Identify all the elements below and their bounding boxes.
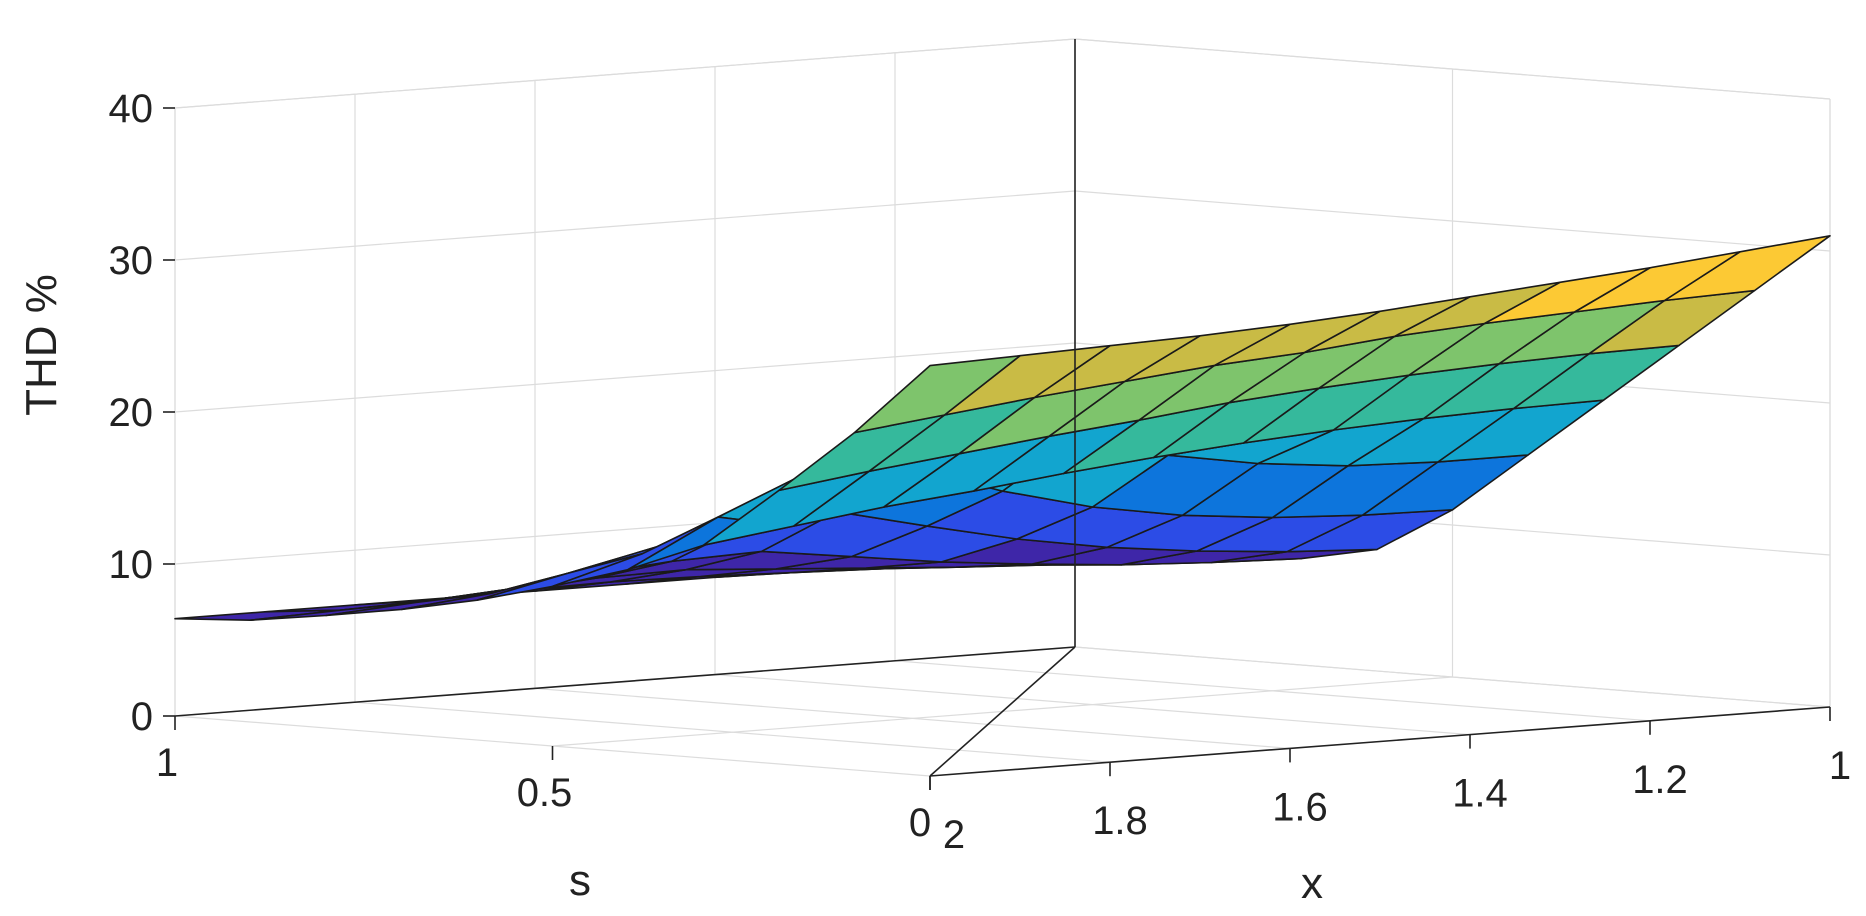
x-tick-label: 1.6	[1272, 785, 1328, 829]
surface-layer	[174, 235, 1831, 622]
x-tick-label: 1.2	[1632, 758, 1688, 802]
s-tick-label: 1	[156, 741, 178, 785]
grid-line	[534, 687, 1291, 749]
grid-line	[894, 660, 1651, 722]
surface-facet	[853, 354, 1021, 434]
s-tick-label: 0.5	[517, 771, 573, 815]
z-tick-label: 0	[131, 695, 153, 739]
z-tick-label: 30	[109, 239, 154, 283]
z-tick-label: 40	[109, 87, 154, 131]
grid-line	[1074, 646, 1831, 708]
grid-line	[174, 342, 1076, 413]
s-axis-title: s	[569, 856, 591, 905]
z-tick-label: 20	[109, 391, 154, 435]
z-tick-label: 10	[109, 543, 154, 587]
s-tick-label: 0	[909, 801, 931, 845]
grid-line	[714, 674, 1471, 736]
grid-line	[354, 701, 1111, 763]
x-axis-line	[929, 706, 1831, 777]
surface-facet	[325, 592, 493, 617]
x-tick-label: 1.8	[1092, 799, 1148, 843]
grid-line	[174, 190, 1076, 261]
grid-line	[174, 38, 1076, 109]
x-tick-label: 1.4	[1452, 772, 1508, 816]
labels-layer: THD % s x	[17, 274, 1323, 908]
x-tick-label: 1	[1829, 744, 1851, 788]
x-tick-label: 2	[943, 813, 965, 857]
grid-line	[1074, 38, 1831, 100]
x-axis-title: x	[1301, 859, 1323, 908]
s-axis-line	[174, 646, 1076, 717]
axis-line	[929, 646, 1076, 777]
z-axis-title: THD %	[17, 274, 66, 416]
